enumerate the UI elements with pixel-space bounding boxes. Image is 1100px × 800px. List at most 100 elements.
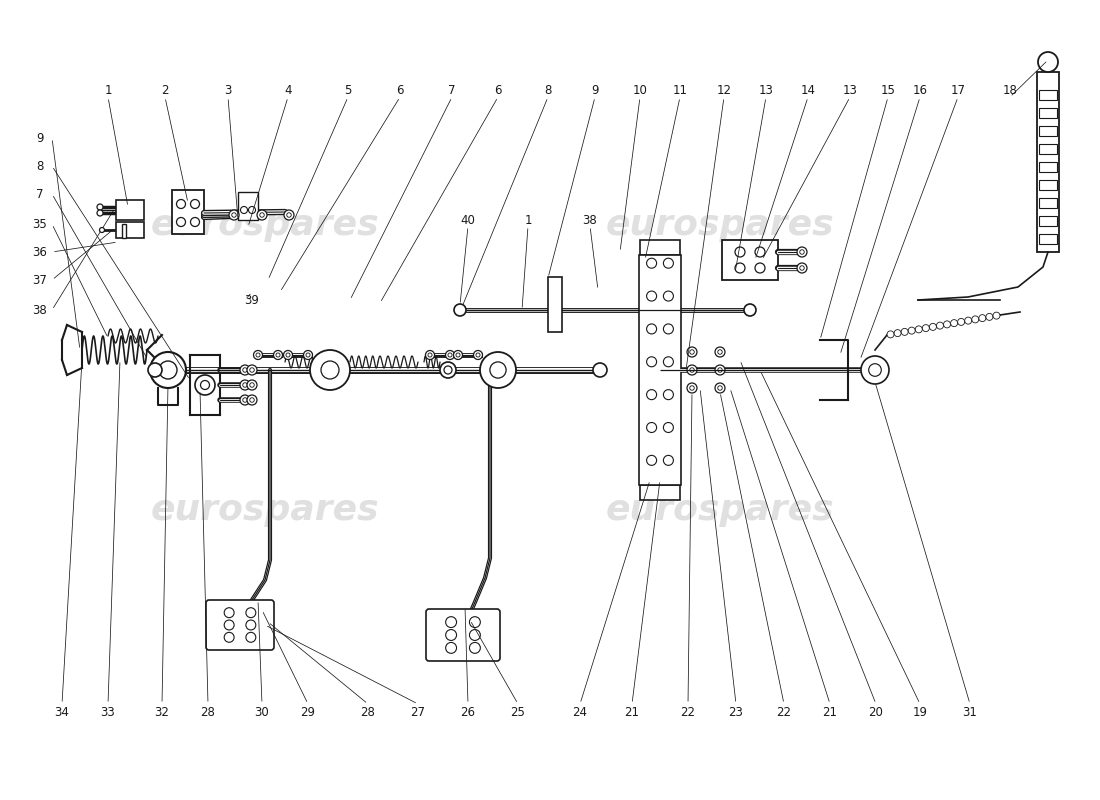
Circle shape — [1038, 52, 1058, 72]
Bar — [639, 255, 681, 485]
Text: 22: 22 — [777, 706, 792, 718]
Text: 6: 6 — [494, 83, 502, 97]
Circle shape — [473, 350, 483, 359]
Circle shape — [243, 398, 248, 402]
Circle shape — [310, 350, 350, 390]
Text: 9: 9 — [592, 83, 598, 97]
Circle shape — [717, 386, 723, 390]
Circle shape — [915, 326, 922, 333]
Circle shape — [965, 317, 971, 324]
Text: 24: 24 — [572, 706, 587, 718]
Text: 7: 7 — [449, 83, 455, 97]
Circle shape — [428, 353, 432, 357]
Circle shape — [688, 347, 697, 357]
Circle shape — [250, 398, 254, 402]
Circle shape — [426, 350, 434, 359]
Circle shape — [176, 199, 186, 209]
Circle shape — [944, 321, 950, 328]
Circle shape — [647, 258, 657, 268]
Circle shape — [735, 263, 745, 273]
Circle shape — [744, 304, 756, 316]
Text: 19: 19 — [913, 706, 927, 718]
Text: eurospares: eurospares — [606, 208, 834, 242]
Circle shape — [715, 383, 725, 393]
Text: 7: 7 — [36, 187, 44, 201]
Bar — [238, 192, 258, 220]
Text: 25: 25 — [510, 706, 526, 718]
Circle shape — [901, 328, 909, 335]
Text: 17: 17 — [950, 83, 966, 97]
Circle shape — [690, 386, 694, 390]
Circle shape — [243, 382, 248, 387]
Circle shape — [257, 210, 267, 220]
Circle shape — [284, 350, 293, 359]
Circle shape — [993, 312, 1000, 319]
Bar — [116, 222, 144, 238]
Circle shape — [717, 350, 723, 354]
Circle shape — [249, 206, 255, 214]
Circle shape — [647, 324, 657, 334]
Circle shape — [800, 266, 804, 270]
Text: 20: 20 — [869, 706, 883, 718]
Bar — [1040, 234, 1057, 244]
Text: 29: 29 — [300, 706, 316, 718]
Bar — [1040, 198, 1057, 208]
Text: 39: 39 — [244, 294, 260, 306]
Bar — [1037, 72, 1059, 252]
Circle shape — [246, 632, 256, 642]
Text: 15: 15 — [881, 83, 895, 97]
Circle shape — [979, 314, 986, 322]
Circle shape — [490, 362, 506, 378]
Bar — [548, 277, 562, 332]
Text: 34: 34 — [55, 706, 69, 718]
Text: 8: 8 — [36, 159, 44, 173]
Bar — [1040, 108, 1057, 118]
Circle shape — [444, 366, 452, 374]
Circle shape — [936, 322, 944, 329]
Circle shape — [958, 318, 965, 326]
Circle shape — [97, 210, 103, 216]
Text: 38: 38 — [583, 214, 597, 226]
Circle shape — [253, 350, 263, 359]
Circle shape — [200, 381, 209, 390]
Circle shape — [304, 350, 312, 359]
Circle shape — [250, 368, 254, 372]
Bar — [1040, 162, 1057, 172]
Circle shape — [470, 617, 481, 627]
Text: eurospares: eurospares — [151, 493, 380, 527]
Text: 2: 2 — [162, 83, 168, 97]
Bar — [172, 190, 204, 234]
Circle shape — [240, 380, 250, 390]
Circle shape — [446, 617, 456, 627]
Text: 35: 35 — [33, 218, 47, 230]
Text: 28: 28 — [361, 706, 375, 718]
Circle shape — [663, 291, 673, 301]
Circle shape — [869, 364, 881, 376]
Circle shape — [470, 630, 481, 641]
Circle shape — [861, 356, 889, 384]
Circle shape — [453, 350, 462, 359]
Circle shape — [454, 304, 466, 316]
Circle shape — [246, 620, 256, 630]
Text: 33: 33 — [100, 706, 116, 718]
Text: 26: 26 — [461, 706, 475, 718]
Circle shape — [593, 363, 607, 377]
Circle shape — [446, 350, 454, 359]
Text: 13: 13 — [759, 83, 773, 97]
Circle shape — [894, 330, 901, 337]
Circle shape — [663, 258, 673, 268]
Text: 21: 21 — [823, 706, 837, 718]
Text: 12: 12 — [716, 83, 732, 97]
Circle shape — [470, 642, 481, 654]
Circle shape — [930, 323, 936, 330]
Bar — [1040, 216, 1057, 226]
Text: 9: 9 — [36, 131, 44, 145]
Bar — [1040, 90, 1057, 100]
Circle shape — [887, 331, 894, 338]
Text: 1: 1 — [104, 83, 112, 97]
Circle shape — [248, 380, 257, 390]
Circle shape — [647, 422, 657, 433]
Circle shape — [448, 353, 452, 357]
Bar — [722, 240, 778, 280]
Circle shape — [663, 455, 673, 466]
